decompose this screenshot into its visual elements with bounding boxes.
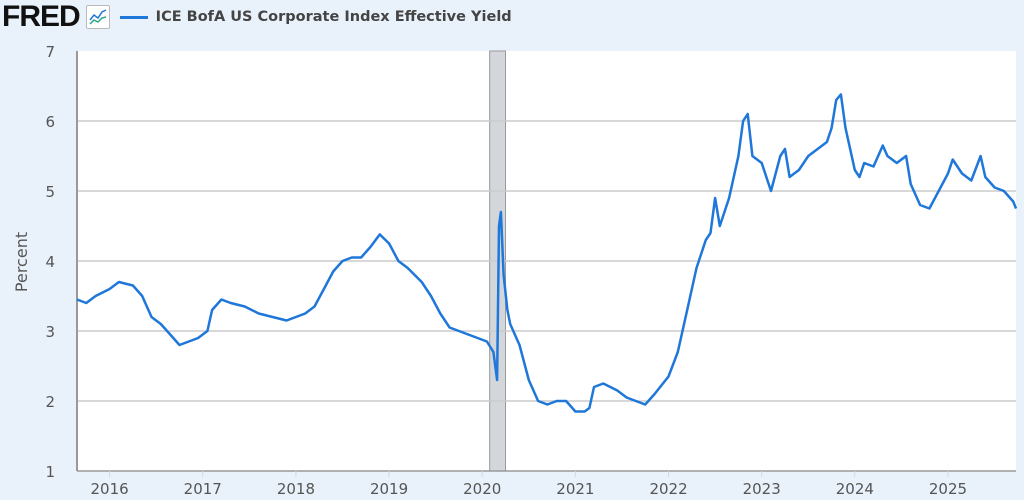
y-tick-label: 6 <box>45 113 55 131</box>
y-tick-label: 1 <box>45 463 55 481</box>
y-tick-label: 2 <box>45 393 55 411</box>
x-tick-label: 2020 <box>463 480 501 498</box>
y-tick-label: 3 <box>45 323 55 341</box>
x-tick-label: 2019 <box>370 480 408 498</box>
x-tick-label: 2024 <box>836 480 874 498</box>
fred-logo[interactable]: FRED <box>2 0 81 33</box>
x-tick-label: 2016 <box>91 480 129 498</box>
legend-label: ICE BofA US Corporate Index Effective Yi… <box>155 9 512 25</box>
x-tick-label: 2021 <box>556 480 594 498</box>
chart-header: FRED ICE BofA US Corporate Index Effecti… <box>0 0 512 34</box>
x-tick-label: 2018 <box>277 480 315 498</box>
chart-line-icon[interactable] <box>85 5 110 29</box>
y-axis-label: Percent <box>12 232 31 292</box>
y-tick-label: 7 <box>45 43 55 61</box>
x-tick-label: 2023 <box>743 480 781 498</box>
y-tick-label: 5 <box>45 183 55 201</box>
x-tick-label: 2017 <box>184 480 222 498</box>
legend-item[interactable]: ICE BofA US Corporate Index Effective Yi… <box>119 9 512 25</box>
y-tick-label: 4 <box>45 253 55 271</box>
x-tick-label: 2025 <box>929 480 967 498</box>
x-tick-label: 2022 <box>649 480 687 498</box>
legend-swatch <box>119 15 148 19</box>
